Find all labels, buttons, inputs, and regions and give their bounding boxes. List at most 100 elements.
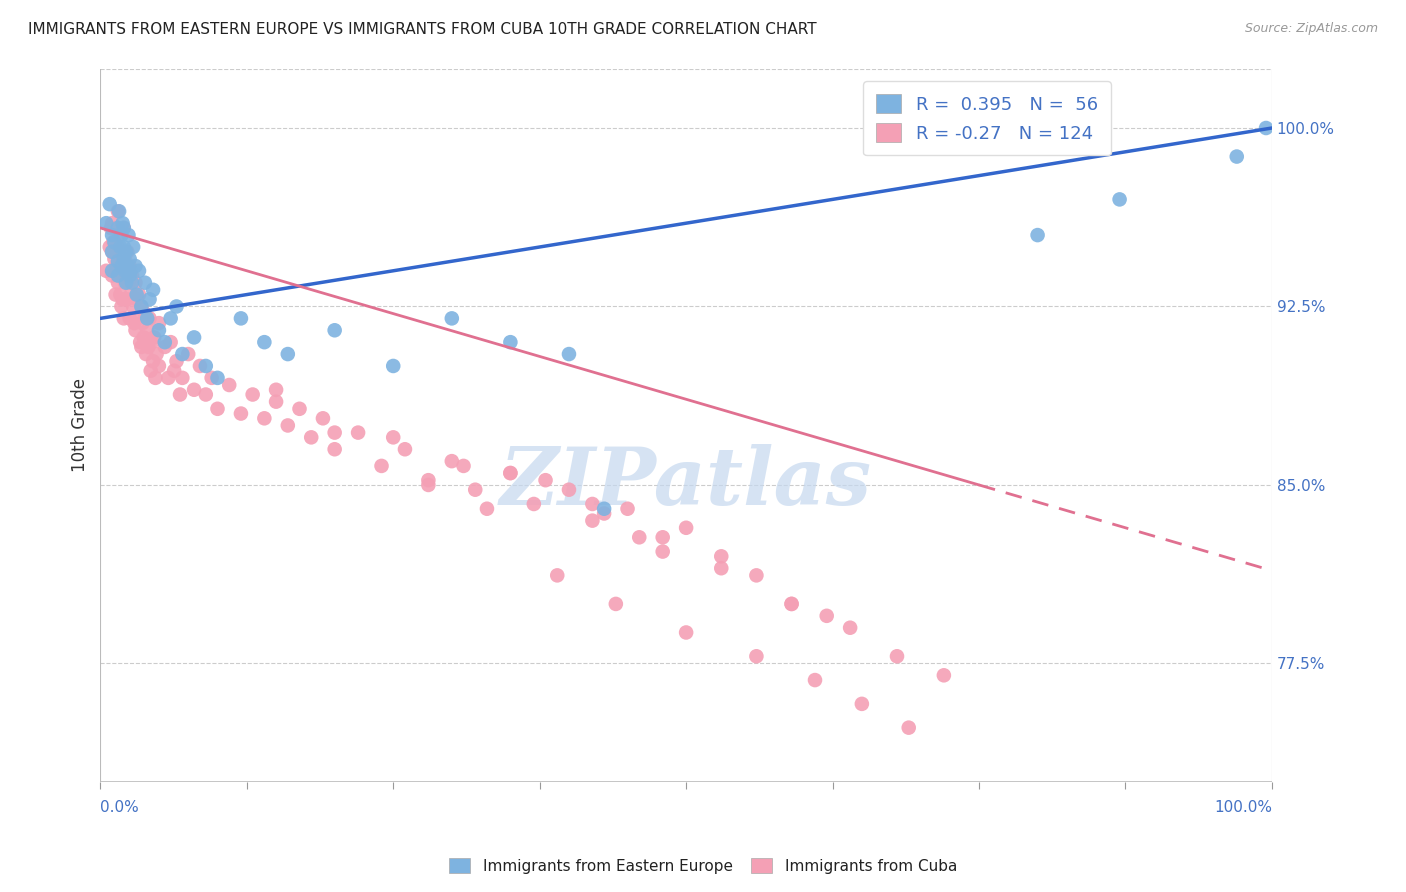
Point <box>183 330 205 344</box>
Point <box>142 354 165 368</box>
Point <box>745 649 768 664</box>
Point <box>136 311 159 326</box>
Point <box>453 458 475 473</box>
Point <box>108 264 131 278</box>
Point <box>616 501 638 516</box>
Point <box>110 244 132 259</box>
Point <box>134 276 156 290</box>
Point <box>188 359 211 373</box>
Point <box>112 311 135 326</box>
Point <box>148 323 170 337</box>
Point <box>323 323 346 337</box>
Point <box>475 501 498 516</box>
Point <box>153 335 176 350</box>
Point <box>418 478 440 492</box>
Point <box>107 221 129 235</box>
Point <box>131 316 153 330</box>
Point <box>546 568 568 582</box>
Point <box>139 364 162 378</box>
Point <box>229 407 252 421</box>
Point <box>218 378 240 392</box>
Point <box>107 240 129 254</box>
Point <box>111 293 134 307</box>
Point <box>1254 121 1277 136</box>
Point <box>264 383 287 397</box>
Point <box>277 418 299 433</box>
Point <box>242 387 264 401</box>
Text: IMMIGRANTS FROM EASTERN EUROPE VS IMMIGRANTS FROM CUBA 10TH GRADE CORRELATION CH: IMMIGRANTS FROM EASTERN EUROPE VS IMMIGR… <box>28 22 817 37</box>
Point <box>675 625 697 640</box>
Point <box>159 335 181 350</box>
Text: Source: ZipAtlas.com: Source: ZipAtlas.com <box>1244 22 1378 36</box>
Point <box>115 264 138 278</box>
Point <box>120 287 142 301</box>
Point <box>108 228 131 243</box>
Text: 100.0%: 100.0% <box>1213 800 1272 815</box>
Point <box>277 347 299 361</box>
Point <box>124 316 146 330</box>
Point <box>131 300 153 314</box>
Point <box>115 276 138 290</box>
Point <box>288 401 311 416</box>
Point <box>107 204 129 219</box>
Point <box>112 221 135 235</box>
Point <box>440 311 463 326</box>
Point <box>172 347 194 361</box>
Point <box>145 347 167 361</box>
Point <box>148 316 170 330</box>
Point <box>118 252 141 266</box>
Point <box>264 394 287 409</box>
Point <box>101 216 124 230</box>
Point <box>804 673 827 687</box>
Point <box>107 254 129 268</box>
Point <box>593 507 616 521</box>
Point <box>125 287 148 301</box>
Point <box>138 293 160 307</box>
Point <box>839 621 862 635</box>
Point <box>159 311 181 326</box>
Point <box>194 387 217 401</box>
Point <box>112 240 135 254</box>
Point <box>100 221 122 235</box>
Point <box>499 335 522 350</box>
Point <box>141 335 163 350</box>
Point <box>98 197 121 211</box>
Point <box>172 371 194 385</box>
Point <box>98 240 121 254</box>
Point <box>201 371 224 385</box>
Point <box>394 442 416 457</box>
Point <box>124 323 146 337</box>
Point <box>815 608 838 623</box>
Point <box>131 340 153 354</box>
Point <box>118 268 141 283</box>
Point <box>581 497 603 511</box>
Point <box>114 252 136 266</box>
Point <box>253 335 276 350</box>
Point <box>110 228 132 243</box>
Point <box>143 330 166 344</box>
Point <box>110 287 132 301</box>
Point <box>101 244 124 259</box>
Point <box>651 530 673 544</box>
Point <box>897 721 920 735</box>
Point <box>105 259 128 273</box>
Point <box>128 264 150 278</box>
Legend: Immigrants from Eastern Europe, Immigrants from Cuba: Immigrants from Eastern Europe, Immigran… <box>443 852 963 880</box>
Text: 0.0%: 0.0% <box>100 800 139 815</box>
Point <box>107 276 129 290</box>
Point <box>135 347 157 361</box>
Text: ZIPatlas: ZIPatlas <box>501 444 872 521</box>
Point <box>745 568 768 582</box>
Point <box>347 425 370 440</box>
Point <box>132 330 155 344</box>
Point <box>138 311 160 326</box>
Point <box>780 597 803 611</box>
Point <box>115 244 138 259</box>
Point <box>710 549 733 564</box>
Point <box>558 483 581 497</box>
Point <box>110 259 132 273</box>
Point <box>710 561 733 575</box>
Point <box>118 311 141 326</box>
Point <box>131 300 153 314</box>
Point <box>117 244 139 259</box>
